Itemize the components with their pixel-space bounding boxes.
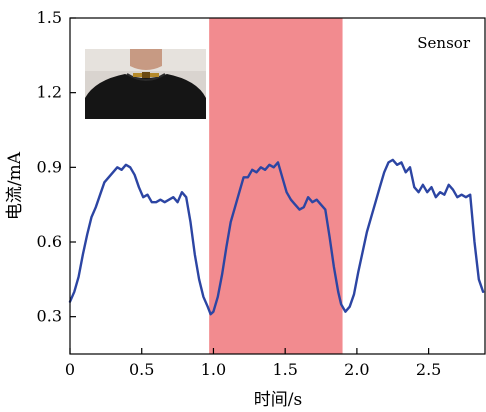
legend-label: Sensor <box>417 34 471 52</box>
series-layer <box>68 158 485 316</box>
highlight-region <box>209 18 343 354</box>
x-axis-label: 时间/s <box>254 390 302 410</box>
inset-photo-layer <box>85 49 206 119</box>
y-axis-ticks: 0.3 0.6 0.9 1.2 1.5 <box>37 8 76 326</box>
y-tick-label: 0.9 <box>37 157 62 176</box>
x-axis-ticks: 0 0.5 1.0 1.5 2.0 2.5 <box>65 348 441 379</box>
x-tick-label: 0.5 <box>129 360 154 379</box>
plot-frame <box>69 17 486 355</box>
x-tick-label: 1.5 <box>272 360 297 379</box>
y-tick-label: 1.5 <box>37 8 62 27</box>
x-tick-label: 2.5 <box>416 360 441 379</box>
y-tick-label: 0.6 <box>37 232 62 251</box>
y-axis-label: 电流/mA <box>5 151 25 220</box>
neck-wearing-sensor-photo <box>85 49 206 119</box>
x-tick-label: 1.0 <box>201 360 226 379</box>
series-line-0 <box>68 158 485 316</box>
highlight-region-layer <box>209 18 343 354</box>
x-tick-label: 0 <box>65 360 75 379</box>
x-tick-label: 2.0 <box>344 360 369 379</box>
y-tick-label: 1.2 <box>37 83 62 102</box>
y-tick-label: 0.3 <box>37 307 62 326</box>
